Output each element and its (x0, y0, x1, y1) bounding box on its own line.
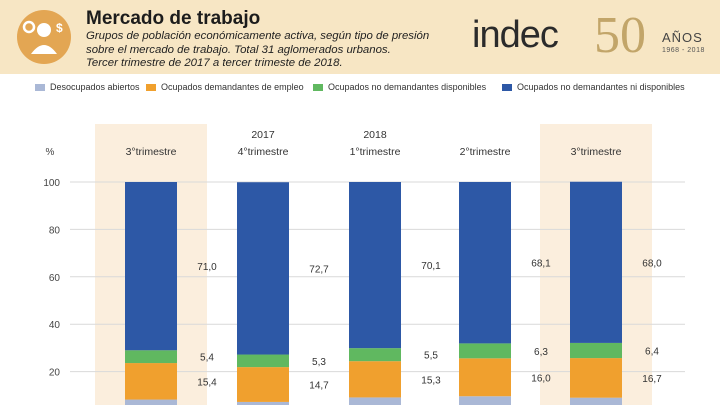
y-axis-label: % (46, 147, 55, 158)
bar-segment (570, 181, 622, 343)
legend-item: Ocupados no demandantes disponibles (313, 82, 486, 92)
x-tick-label: 2°trimestre (460, 146, 511, 158)
y-tick-label: 100 (43, 178, 60, 189)
anniversary-years: 1968 - 2018 (662, 47, 705, 54)
x-tick-label: 1°trimestre (350, 146, 401, 158)
legend-item: Desocupados abiertos (35, 82, 140, 92)
y-tick-label: 40 (49, 320, 61, 331)
bar-segment (349, 182, 401, 349)
year-label: 2017 (251, 129, 275, 141)
legend-label: Desocupados abiertos (50, 82, 140, 92)
data-label: 15,4 (197, 377, 217, 388)
chart-legend: Desocupados abiertos Ocupados demandante… (0, 82, 720, 98)
header-banner: $ Mercado de trabajo Grupos de población… (0, 0, 720, 74)
year-label: 2018 (363, 129, 387, 141)
legend-swatch (35, 83, 45, 91)
data-label: 5,4 (200, 353, 214, 364)
x-tick-label: 4°trimestre (238, 146, 289, 158)
bar-segment (349, 348, 401, 362)
data-label: 16,0 (531, 373, 551, 384)
bar-segment (237, 182, 289, 355)
bar-segment (570, 358, 622, 398)
y-tick-label: 20 (49, 368, 61, 379)
x-tick-label: 3°trimestre (126, 146, 177, 158)
bar-segment (125, 182, 177, 351)
legend-label: Ocupados no demandantes disponibles (328, 82, 487, 92)
data-label: 15,3 (421, 375, 441, 386)
bar-segment (459, 182, 511, 344)
worker-dollar-gear-icon: $ (17, 10, 71, 64)
bar-segment (237, 401, 289, 405)
data-label: 6,3 (534, 347, 548, 358)
bar-segment (125, 363, 177, 400)
data-label: 14,7 (309, 381, 329, 392)
bar-segment (237, 354, 289, 368)
legend-label: Ocupados no demandantes ni disponibles (517, 82, 685, 92)
bar-segment (459, 343, 511, 359)
legend-swatch (502, 83, 512, 91)
data-label: 72,7 (309, 264, 329, 275)
page-subtitle: Grupos de población económicamente activ… (86, 30, 430, 69)
legend-label: Ocupados demandantes de empleo (161, 82, 304, 92)
bar-segment (459, 396, 511, 405)
bar-segment (349, 361, 401, 398)
svg-text:$: $ (56, 21, 63, 35)
bar-segment (237, 367, 289, 402)
legend-item: Ocupados no demandantes ni disponibles (502, 82, 685, 92)
data-label: 5,5 (424, 351, 438, 362)
legend-swatch (313, 83, 323, 91)
data-label: 68,0 (642, 258, 662, 269)
x-tick-label: 3°trimestre (571, 146, 622, 158)
bar-segment (125, 399, 177, 405)
page-title: Mercado de trabajo (86, 8, 261, 29)
bar-segment (349, 397, 401, 405)
bar-segment (570, 397, 622, 405)
data-label: 70,1 (421, 261, 441, 272)
data-label: 68,1 (531, 259, 551, 270)
anniversary-word: AÑOS (662, 30, 703, 45)
bar-segment (125, 350, 177, 364)
data-label: 16,7 (642, 374, 662, 385)
legend-swatch (146, 83, 156, 91)
y-tick-label: 80 (49, 225, 61, 236)
data-label: 71,0 (197, 262, 217, 273)
bar-segment (459, 358, 511, 397)
indec-logo: indec (472, 14, 559, 56)
anniversary-number: 50 (594, 7, 646, 64)
y-tick-label: 60 (49, 273, 61, 284)
data-label: 6,4 (645, 347, 659, 358)
data-label: 5,3 (312, 357, 326, 368)
bar-segment (570, 342, 622, 359)
legend-item: Ocupados demandantes de empleo (146, 82, 304, 92)
